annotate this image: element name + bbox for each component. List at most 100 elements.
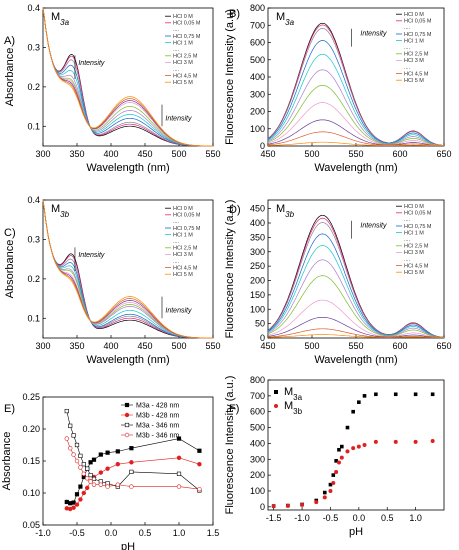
spectrum-line — [42, 199, 213, 339]
data-point — [393, 392, 398, 397]
y-axis-label: Absorbance — [4, 240, 16, 299]
legend-entry: HCl 4,5 M — [173, 265, 198, 271]
legend-entry: M3b - 346 nm — [136, 433, 179, 440]
legend-entry: .... — [173, 27, 180, 33]
data-point — [115, 482, 121, 487]
legend-entry: HCl 2,5 M — [173, 246, 198, 252]
y-tick-label: 0.15 — [22, 456, 40, 466]
x-tick-label: 0.0 — [105, 528, 118, 538]
legend-entry: HCl 0,05 M — [173, 213, 201, 219]
intensity-annotation: Intensity — [165, 307, 192, 314]
legend-marker — [124, 422, 130, 428]
data-point — [91, 476, 97, 482]
x-tick-label: 350 — [69, 341, 84, 351]
data-point — [64, 408, 69, 414]
data-point — [176, 455, 182, 460]
data-point — [115, 449, 120, 454]
data-point — [88, 479, 93, 484]
legend-entry: HCl 5 M — [404, 78, 424, 84]
legend-entry: HCl 1 M — [173, 232, 193, 238]
spectrum-line — [267, 259, 445, 338]
data-point — [84, 476, 90, 481]
y-tick-label: 350 — [250, 232, 265, 242]
data-point — [78, 453, 83, 458]
legend-entry: .... — [404, 257, 411, 263]
y-axis-label: Absorbance — [1, 432, 13, 491]
data-point — [85, 466, 90, 471]
x-tick-label: 350 — [69, 149, 84, 159]
y-tick-label: 0.3 — [27, 234, 40, 244]
data-point — [81, 471, 87, 476]
y-tick-label: 400 — [250, 72, 265, 82]
data-point — [67, 446, 73, 451]
data-point — [74, 458, 80, 464]
data-point — [328, 482, 333, 487]
legend-entry: HCl 4,5 M — [173, 73, 198, 79]
spectrum-line — [267, 275, 444, 338]
legend-entry: HCl 0,75 M — [404, 224, 432, 230]
data-point — [98, 470, 104, 475]
x-tick-label: 400 — [103, 341, 118, 351]
data-point — [271, 504, 276, 509]
data-point — [105, 450, 110, 455]
legend-marker — [124, 402, 130, 408]
legend-entry: .... — [404, 45, 411, 51]
y-axis-label: Fluorescence Intensity (a.u.) — [224, 200, 236, 339]
data-point — [340, 444, 344, 449]
data-point — [129, 460, 134, 465]
y-tick-label: 0.25 — [22, 392, 40, 402]
legend-entry: HCl 0 M — [404, 12, 424, 18]
intensity-annotation: Intensity — [360, 31, 387, 38]
data-point — [84, 485, 90, 491]
spectrum-line — [267, 299, 445, 338]
panel-label: B) — [229, 8, 240, 20]
data-point — [71, 452, 76, 457]
panel-E: -1.0 -0.5 0.0 0.5 1.0 1.5 0.05 0.10 0.15 0.20 0.25… — [1, 392, 219, 550]
spectrum-line — [267, 233, 445, 338]
legend-marker — [274, 390, 278, 394]
legend-entry: .... — [173, 47, 180, 53]
y-tick-label: 500 — [250, 423, 265, 433]
data-point — [328, 488, 333, 493]
legend-entry: HCl 5 M — [173, 272, 193, 278]
y-tick-label: 0.1 — [27, 313, 40, 323]
legend-entry: HCl 4,5 M — [404, 263, 429, 269]
y-tick-label: 600 — [250, 407, 265, 417]
data-point — [81, 490, 87, 496]
y-tick-label: 200 — [250, 107, 265, 117]
y-tick-label: 0.3 — [27, 42, 40, 52]
spectrum-line — [267, 217, 445, 338]
y-tick-label: 600 — [250, 38, 265, 48]
data-point — [362, 394, 367, 398]
data-point — [115, 462, 121, 467]
data-point — [81, 462, 86, 467]
spectrum-line — [267, 316, 444, 338]
x-tick-label: 650 — [436, 149, 451, 159]
data-point — [413, 392, 418, 397]
data-point — [334, 469, 339, 474]
legend-entry: HCl 1 M — [404, 230, 424, 236]
data-point — [91, 457, 97, 462]
panel-F: -1.5 -1.0 -0.5 0.0 0.5 1.0 0 100 200 300 400 500 600… — [224, 375, 445, 538]
x-tick-label: 300 — [35, 149, 50, 159]
legend-entry: .... — [404, 217, 411, 223]
data-point — [64, 436, 70, 441]
spectrum-line — [267, 53, 445, 146]
data-point — [71, 500, 76, 505]
y-tick-label: 200 — [250, 276, 265, 286]
data-point — [322, 490, 327, 495]
data-point — [351, 446, 356, 451]
chart-title: M3b — [276, 203, 295, 219]
data-point — [98, 482, 104, 487]
legend-entry: .... — [173, 67, 180, 73]
panel-label: C) — [4, 227, 16, 239]
legend-entry: HCl 2,5 M — [173, 54, 198, 60]
x-tick-label: 450 — [260, 149, 275, 159]
legend-entry: HCl 5 M — [173, 80, 193, 86]
x-tick-label: 450 — [260, 341, 275, 351]
x-axis-label: pH — [349, 526, 363, 538]
x-tick-label: 500 — [171, 341, 186, 351]
legend-entry: M3b - 428 nm — [136, 413, 179, 420]
y-tick-label: 150 — [250, 290, 265, 300]
data-point — [74, 442, 80, 448]
